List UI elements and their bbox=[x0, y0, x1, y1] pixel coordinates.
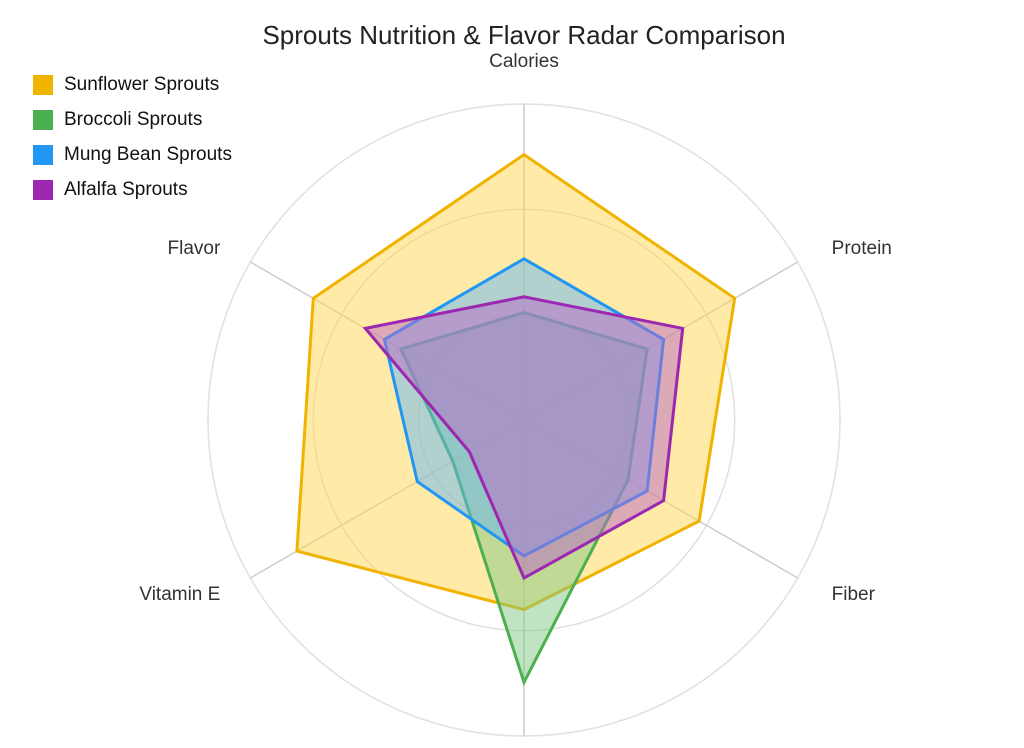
legend-label: Alfalfa Sprouts bbox=[64, 178, 188, 200]
legend-label: Sunflower Sprouts bbox=[64, 73, 220, 95]
axis-label: Fiber bbox=[832, 584, 876, 605]
legend-item[interactable]: Sunflower Sprouts bbox=[33, 67, 232, 102]
legend-swatch bbox=[33, 109, 53, 130]
legend-item[interactable]: Mung Bean Sprouts bbox=[33, 137, 232, 172]
legend-item[interactable]: Broccoli Sprouts bbox=[33, 102, 232, 137]
legend-label: Broccoli Sprouts bbox=[64, 108, 203, 130]
axis-label: Protein bbox=[832, 238, 892, 259]
axis-label: Vitamin E bbox=[139, 584, 220, 605]
legend-label: Mung Bean Sprouts bbox=[64, 143, 232, 165]
axis-label: Calories bbox=[489, 51, 559, 72]
legend-swatch bbox=[33, 74, 53, 95]
axis-label: Flavor bbox=[168, 238, 221, 259]
chart-title: Sprouts Nutrition & Flavor Radar Compari… bbox=[262, 20, 786, 50]
legend: Sunflower Sprouts Broccoli Sprouts Mung Be… bbox=[33, 67, 232, 207]
legend-item[interactable]: Alfalfa Sprouts bbox=[33, 172, 232, 207]
legend-swatch bbox=[33, 179, 53, 200]
legend-swatch bbox=[33, 144, 53, 165]
series-polygon-alfalfa-sprouts bbox=[362, 295, 685, 581]
